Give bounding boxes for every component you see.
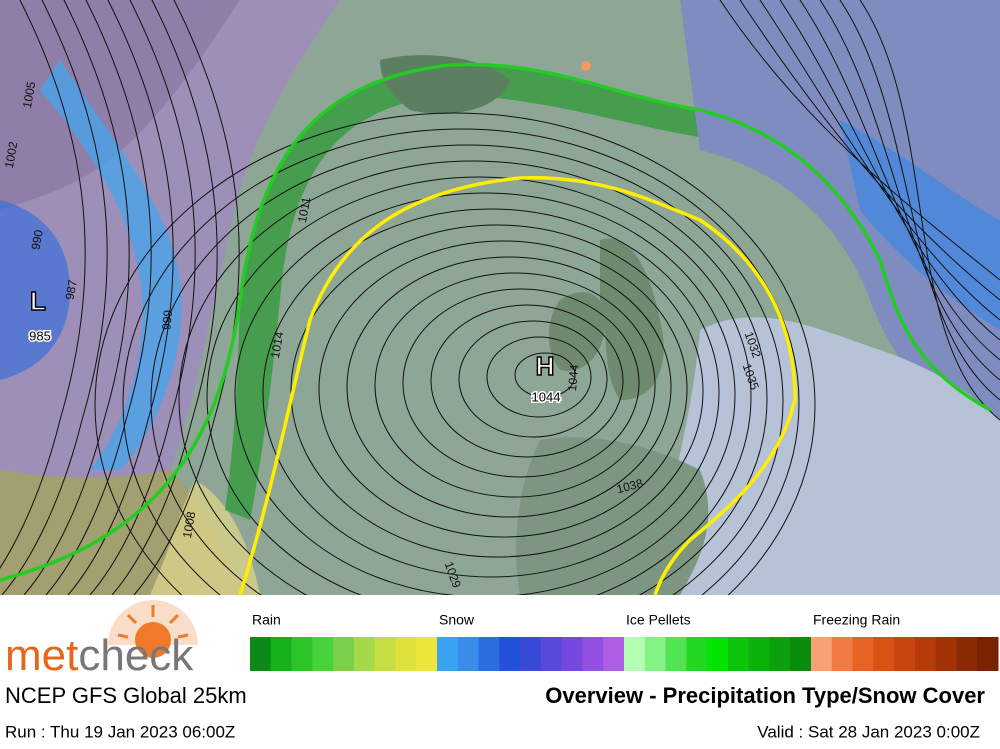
legend-swatch: [499, 637, 521, 671]
greenland: [0, 0, 240, 210]
model-name: NCEP GFS Global 25km: [5, 683, 247, 708]
logo-part: met: [5, 631, 78, 680]
legend-swatch: [873, 637, 895, 671]
isobar-label: 1044: [565, 364, 581, 392]
freezing-rain-spot: [581, 61, 591, 71]
isobar-label: 987: [63, 278, 80, 300]
legend-swatch: [790, 637, 812, 671]
legend-swatch: [644, 637, 667, 671]
legend-label: Ice Pellets: [626, 612, 691, 628]
britain: [600, 238, 664, 400]
legend-swatch: [769, 637, 791, 671]
legend-swatch: [416, 637, 438, 671]
snow-band: [840, 120, 1000, 330]
footer-bg: [0, 595, 1000, 749]
legend-swatch: [540, 637, 563, 671]
isobar-label: 999: [159, 309, 175, 330]
legend-swatch: [374, 637, 396, 671]
isobar-label: 1005: [20, 80, 38, 109]
legend-swatch: [437, 637, 459, 671]
legend-swatch: [727, 637, 750, 671]
legend-swatch: [935, 637, 957, 671]
legend-swatch: [624, 637, 646, 671]
legend-swatch: [665, 637, 687, 671]
valid-time: Valid : Sat 28 Jan 2023 0:00Z: [757, 722, 980, 741]
legend-swatch: [686, 637, 708, 671]
rain-region: [150, 480, 260, 595]
zero-line: [238, 176, 797, 595]
iberia: [516, 437, 709, 595]
map: 1005 1002 990 987 L 985 999 1011 1014 10…: [0, 0, 1000, 595]
legend-swatch: [977, 637, 999, 671]
isobar-label: 1008: [180, 510, 198, 539]
legend-label: Freezing Rain: [813, 612, 900, 628]
run-time: Run : Thu 19 Jan 2023 06:00Z: [5, 722, 235, 741]
legend-swatch: [520, 637, 542, 671]
snow-band: [0, 200, 70, 380]
isobar-label: 1002: [2, 140, 20, 169]
legend-swatch: [478, 637, 500, 671]
legend-swatch: [914, 637, 937, 671]
legend-swatch: [894, 637, 916, 671]
legend-swatch: [561, 637, 583, 671]
rain-band: [225, 64, 720, 520]
logo: metcheck: [5, 600, 198, 680]
legend-swatch: [250, 637, 272, 671]
legend-swatch: [457, 637, 480, 671]
scandinavia-cloud: [680, 0, 1000, 440]
isobars: [0, 0, 1000, 595]
legend-swatch: [270, 637, 293, 671]
legend-swatch: [831, 637, 854, 671]
isobar-label: 1014: [268, 330, 286, 359]
legend-swatch: [333, 637, 355, 671]
high-pressure: 1044: [532, 389, 561, 404]
high-symbol: H: [536, 351, 555, 381]
legend-swatch: [748, 637, 770, 671]
snow-band: [40, 60, 182, 470]
legend-label: Snow: [439, 612, 475, 628]
legend-swatch: [852, 637, 874, 671]
isobar-label: 1011: [295, 196, 313, 224]
logo-text: metcheck: [5, 631, 194, 680]
logo-part: check: [78, 631, 194, 680]
legend-label: Rain: [252, 612, 281, 628]
legend-swatch: [956, 637, 978, 671]
freezing-line: [0, 62, 991, 582]
low-symbol: L: [30, 286, 46, 316]
low-pressure: 985: [29, 328, 51, 343]
legend-swatch: [811, 637, 833, 671]
isobar-label: 990: [29, 228, 46, 250]
legend-swatch: [395, 637, 417, 671]
ireland: [548, 291, 606, 371]
legend-swatch: [353, 637, 376, 671]
legend-swatch: [291, 637, 313, 671]
legend: Rain Snow Ice Pellets Freezing Rain: [250, 612, 999, 671]
legend-swatch: [582, 637, 604, 671]
legend-swatch: [707, 637, 729, 671]
legend-swatch: [312, 637, 334, 671]
legend-swatch: [603, 637, 625, 671]
europe: [650, 317, 1000, 595]
product-title: Overview - Precipitation Type/Snow Cover: [545, 683, 985, 708]
isobar-label: 1038: [615, 476, 645, 497]
